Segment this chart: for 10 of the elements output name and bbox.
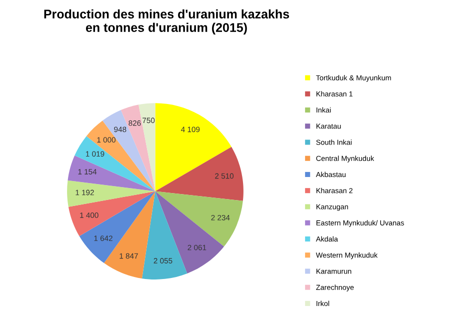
pie-slice <box>102 110 156 192</box>
pie-slice <box>74 136 156 192</box>
pie-slice <box>142 191 188 280</box>
chart-title: Production des mines d'uranium kazakhs en tonnes d'uranium (2015) <box>44 9 290 34</box>
pie-slice <box>68 156 156 192</box>
pie-slice <box>68 191 156 236</box>
pie-slice <box>67 180 156 207</box>
pie-slice <box>155 146 244 201</box>
pie-slice <box>155 103 232 192</box>
pie-slice <box>79 191 156 264</box>
